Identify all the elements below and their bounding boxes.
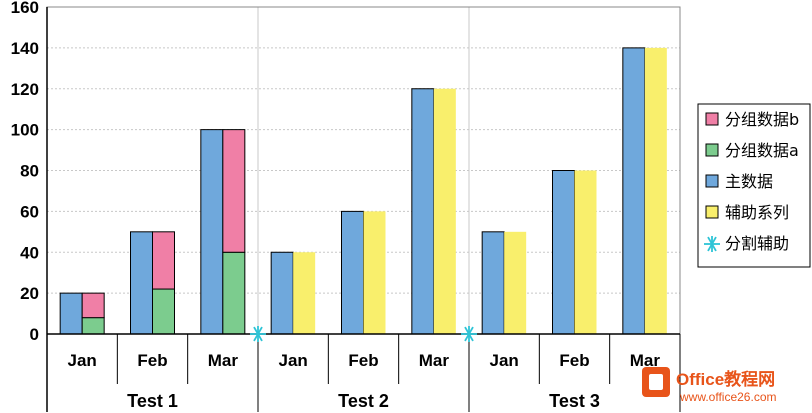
legend-label: 分组数据a	[725, 141, 799, 160]
x-category-label: Mar	[419, 351, 450, 370]
x-category-label: Feb	[137, 351, 167, 370]
x-group-label: Test 1	[127, 391, 178, 411]
bar-aux	[504, 231, 527, 334]
y-tick-label: 60	[20, 202, 39, 221]
bar-group-b	[152, 231, 175, 290]
divider-markers	[250, 326, 477, 342]
x-category-label: Feb	[559, 351, 589, 370]
x-category-label: Jan	[68, 351, 97, 370]
bar-group-a	[81, 317, 105, 335]
legend-swatch	[705, 112, 719, 126]
legend-label: 主数据	[725, 172, 773, 191]
bar-aux	[433, 88, 456, 334]
bar-group-b	[222, 129, 246, 253]
y-tick-label: 80	[20, 162, 39, 181]
y-tick-label: 140	[11, 39, 39, 58]
bars	[59, 47, 667, 335]
x-category-label: Jan	[279, 351, 308, 370]
divider-marker	[461, 326, 477, 342]
legend-label: 分割辅助	[725, 234, 789, 253]
bar-group-b	[81, 292, 105, 319]
y-tick-label: 160	[11, 0, 39, 17]
x-category-label: Mar	[208, 351, 239, 370]
bar-main	[411, 88, 435, 335]
bar-main	[270, 251, 294, 335]
bar-main	[200, 129, 224, 335]
bar-aux	[293, 252, 316, 334]
y-tick-label: 20	[20, 284, 39, 303]
y-tick-label: 40	[20, 243, 39, 262]
watermark-brand: Office教程网	[676, 369, 775, 389]
legend-swatch	[705, 205, 719, 219]
axes	[46, 6, 681, 412]
y-tick-label: 0	[30, 325, 39, 344]
legend-label: 分组数据b	[725, 110, 799, 129]
bar-main	[481, 231, 505, 335]
x-category-labels: Jan Feb Mar Jan Feb Mar Jan Feb Mar	[68, 334, 681, 384]
bar-group-a	[152, 288, 175, 335]
bar-aux	[363, 211, 386, 334]
bar-main	[552, 170, 575, 335]
bar-main	[622, 47, 646, 335]
bar-aux	[574, 170, 597, 334]
legend-label: 辅助系列	[725, 203, 789, 222]
bar-main	[130, 231, 153, 335]
y-tick-label: 120	[11, 80, 39, 99]
bar-main	[59, 292, 83, 335]
watermark-logo-inner	[649, 374, 663, 390]
bar-group-a	[222, 251, 246, 335]
group-dividers	[257, 7, 470, 334]
bar-aux	[644, 47, 667, 334]
legend-marker-asterisk-icon	[704, 236, 720, 252]
legend-swatch	[705, 143, 719, 157]
divider-marker	[250, 326, 266, 342]
x-category-label: Feb	[348, 351, 378, 370]
x-category-label: Mar	[630, 351, 661, 370]
watermark: Office教程网 www.office26.com	[642, 367, 777, 404]
bar-main	[341, 210, 364, 335]
watermark-url: www.office26.com	[679, 390, 777, 404]
x-group-labels: Test 1 Test 2 Test 3	[127, 334, 681, 412]
x-group-label: Test 3	[549, 391, 600, 411]
x-group-label: Test 2	[338, 391, 389, 411]
y-tick-labels: 0 20 40 60 80 100 120 140 160	[11, 0, 39, 344]
y-tick-label: 100	[11, 121, 39, 140]
x-category-label: Jan	[490, 351, 519, 370]
legend-swatch	[705, 174, 719, 188]
